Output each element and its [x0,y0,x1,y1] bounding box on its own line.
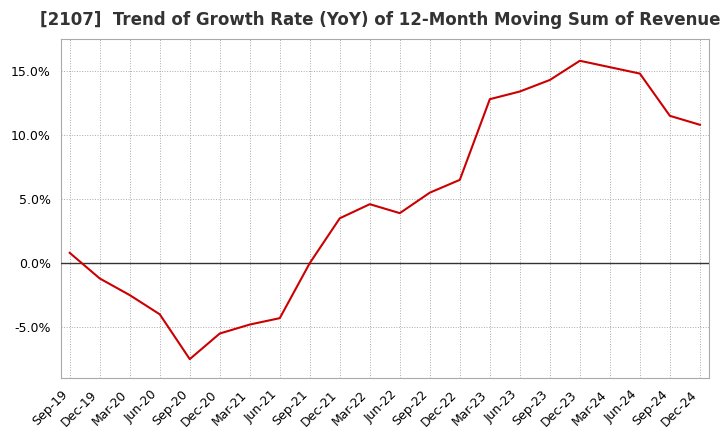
Title: [2107]  Trend of Growth Rate (YoY) of 12-Month Moving Sum of Revenues: [2107] Trend of Growth Rate (YoY) of 12-… [40,11,720,29]
